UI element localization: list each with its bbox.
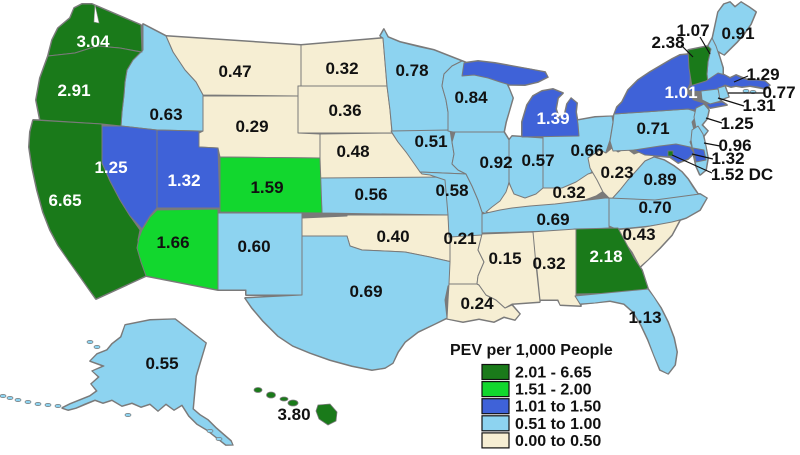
svg-text:0.78: 0.78: [395, 61, 428, 80]
svg-text:1.01 to 1.50: 1.01 to 1.50: [515, 399, 601, 416]
svg-text:0.69: 0.69: [349, 282, 382, 301]
svg-text:1.39: 1.39: [536, 109, 569, 128]
svg-text:0.29: 0.29: [235, 117, 268, 136]
svg-text:6.65: 6.65: [48, 191, 81, 210]
svg-text:2.38: 2.38: [651, 33, 684, 52]
svg-text:PEV per 1,000 People: PEV per 1,000 People: [450, 342, 613, 359]
svg-text:0.63: 0.63: [149, 105, 182, 124]
svg-text:1.66: 1.66: [156, 233, 189, 252]
svg-text:0.56: 0.56: [354, 185, 387, 204]
svg-text:0.84: 0.84: [454, 88, 488, 107]
svg-text:1.32: 1.32: [167, 171, 200, 190]
svg-text:0.58: 0.58: [435, 181, 468, 200]
svg-text:1.29: 1.29: [746, 65, 779, 84]
svg-text:0.36: 0.36: [328, 101, 361, 120]
svg-text:0.51: 0.51: [414, 132, 447, 151]
svg-text:1.13: 1.13: [628, 308, 661, 327]
svg-text:0.23: 0.23: [600, 163, 633, 182]
svg-text:0.32: 0.32: [532, 254, 565, 273]
svg-text:0.48: 0.48: [336, 142, 369, 161]
svg-text:0.40: 0.40: [376, 227, 409, 246]
svg-text:0.57: 0.57: [521, 151, 554, 170]
svg-text:0.15: 0.15: [488, 249, 521, 268]
svg-text:1.51 - 2.00: 1.51 - 2.00: [515, 382, 592, 399]
svg-text:1.01: 1.01: [664, 83, 697, 102]
svg-text:0.32: 0.32: [325, 59, 358, 78]
svg-text:0.21: 0.21: [443, 229, 476, 248]
svg-text:0.92: 0.92: [479, 153, 512, 172]
svg-text:0.71: 0.71: [636, 119, 669, 138]
svg-text:0.69: 0.69: [536, 210, 569, 229]
svg-text:0.47: 0.47: [218, 62, 251, 81]
svg-text:1.32: 1.32: [711, 149, 744, 168]
svg-text:2.91: 2.91: [57, 81, 90, 100]
svg-text:3.80: 3.80: [277, 405, 310, 424]
svg-text:0.32: 0.32: [552, 183, 585, 202]
svg-text:1.25: 1.25: [94, 158, 127, 177]
svg-text:2.18: 2.18: [589, 247, 622, 266]
svg-text:0.91: 0.91: [721, 24, 754, 43]
svg-text:0.43: 0.43: [622, 225, 655, 244]
svg-text:1.25: 1.25: [720, 114, 753, 133]
svg-text:0.77: 0.77: [762, 83, 795, 102]
svg-text:2.01 - 6.65: 2.01 - 6.65: [515, 365, 592, 382]
svg-text:0.24: 0.24: [460, 294, 494, 313]
svg-text:1.07: 1.07: [676, 21, 709, 40]
svg-text:3.04: 3.04: [76, 32, 110, 51]
svg-text:1.31: 1.31: [742, 96, 775, 115]
svg-text:0.60: 0.60: [237, 237, 270, 256]
svg-text:1.52 DC: 1.52 DC: [711, 165, 773, 184]
svg-text:1.59: 1.59: [250, 178, 283, 197]
svg-text:0.96: 0.96: [718, 136, 751, 155]
svg-text:0.00 to 0.50: 0.00 to 0.50: [515, 433, 601, 450]
svg-text:0.51 to 1.00: 0.51 to 1.00: [515, 416, 601, 433]
svg-text:0.70: 0.70: [638, 198, 671, 217]
svg-text:0.66: 0.66: [570, 141, 603, 160]
svg-text:0.55: 0.55: [145, 354, 178, 373]
svg-text:0.89: 0.89: [643, 170, 676, 189]
